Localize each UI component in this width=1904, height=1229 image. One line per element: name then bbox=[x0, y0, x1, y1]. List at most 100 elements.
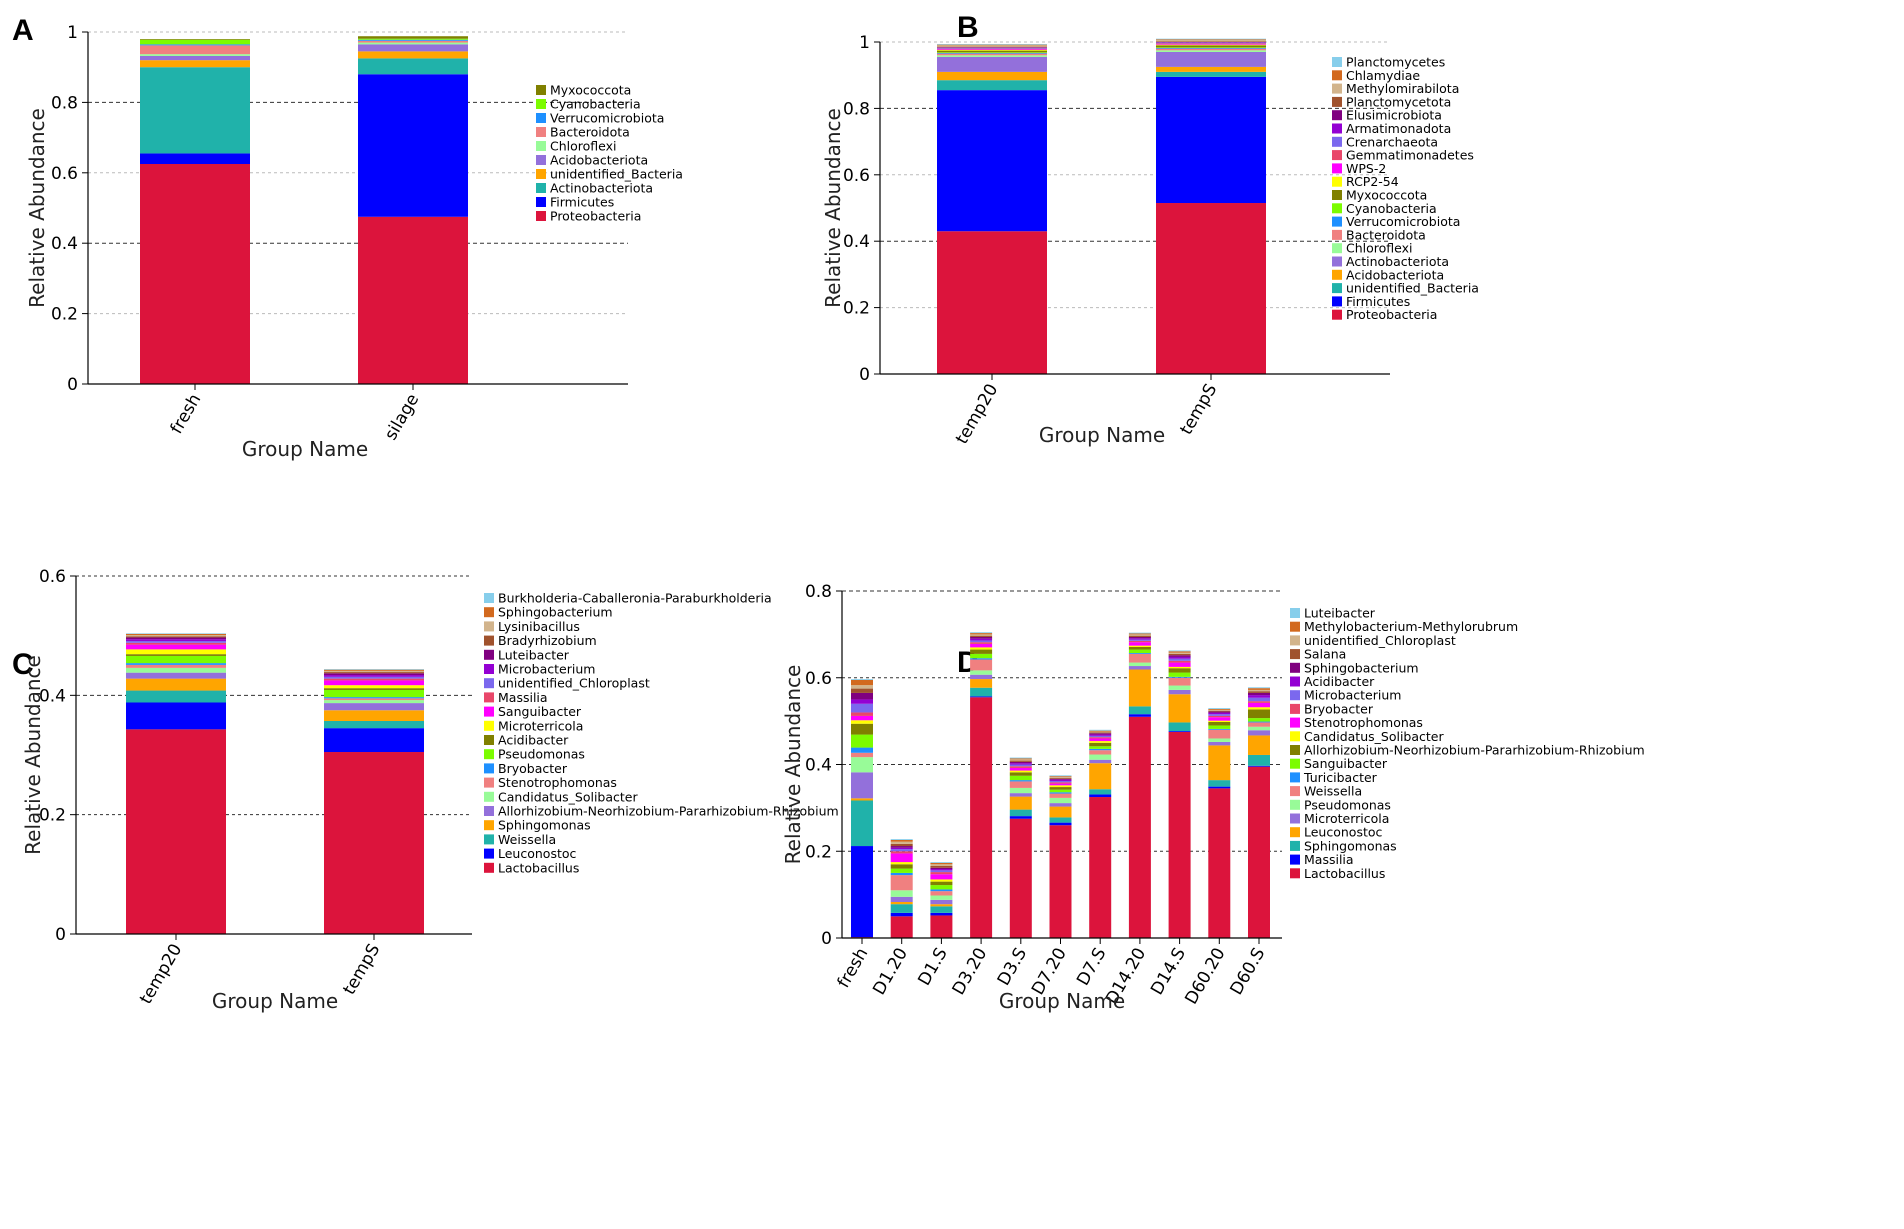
panel-b-ytick-label: 0.4 bbox=[843, 232, 870, 252]
panel-c-legend-label: Allorhizobium-Neorhizobium-Pararhizobium… bbox=[498, 804, 839, 819]
panel-d-bar-segment bbox=[890, 841, 913, 844]
panel-d-bar-segment bbox=[1168, 677, 1191, 686]
panel-c-legend-label: Candidatus_Solibacter bbox=[498, 789, 638, 804]
panel-c-legend-swatch bbox=[484, 848, 494, 859]
panel-d-bar-segment bbox=[1248, 701, 1270, 703]
panel-b-bar-segment bbox=[1156, 43, 1266, 45]
panel-c-bar-segment bbox=[324, 752, 424, 934]
panel-d-bar-segment bbox=[1248, 695, 1270, 698]
panel-d-bar-segment bbox=[1049, 806, 1072, 818]
panel-d-bar-segment bbox=[1248, 688, 1270, 690]
panel-d-legend-label: Sphingomonas bbox=[1304, 838, 1397, 853]
panel-c-legend-swatch bbox=[484, 735, 494, 745]
panel-d-bar-segment bbox=[851, 685, 873, 689]
panel-d-bar-segment bbox=[1089, 733, 1112, 735]
panel-d-bar-segment bbox=[970, 674, 993, 680]
panel-d-ytick-label: 0.4 bbox=[805, 756, 832, 776]
panel-d-legend-label: Allorhizobium-Neorhizobium-Pararhizobium… bbox=[1304, 743, 1645, 758]
panel-b-bar-segment bbox=[1156, 38, 1266, 40]
panel-c-bar-segment bbox=[324, 698, 424, 701]
panel-c-legend-label: Sphingobacterium bbox=[498, 605, 613, 620]
panel-b-y-axis-title: Relative Abundance bbox=[821, 108, 845, 308]
panel-d-bar-segment bbox=[851, 800, 873, 847]
panel-d-y-axis-title: Relative Abundance bbox=[781, 665, 805, 865]
panel-d-legend-label: Pseudomonas bbox=[1304, 797, 1391, 812]
panel-c-bar-segment bbox=[126, 672, 226, 679]
panel-d-bar-segment bbox=[1089, 738, 1112, 742]
panel-b-bar-segment bbox=[1156, 76, 1266, 204]
panel-d-bar-segment bbox=[1168, 656, 1191, 659]
panel-d-bar-segment bbox=[1049, 780, 1072, 783]
panel-a-legend-label: unidentified_Bacteria bbox=[550, 167, 683, 182]
panel-d-bar-segment bbox=[1248, 726, 1270, 731]
panel-d-bar-segment bbox=[930, 904, 953, 907]
panel-d-bar-segment bbox=[1208, 788, 1231, 938]
panel-a-legend-swatch bbox=[536, 197, 546, 207]
panel-d-bar-segment bbox=[930, 862, 953, 863]
panel-b-legend-label: Firmicutes bbox=[1346, 294, 1410, 309]
panel-a-chart: 0 0.2 0.4 0.6 0.8 1 fresh silage Group Name Relat… bbox=[25, 23, 683, 461]
panel-b-ytick-label: 0.8 bbox=[843, 99, 870, 119]
panel-b-ytick-label: 0 bbox=[859, 365, 870, 385]
panel-d-bar-segment bbox=[1089, 729, 1112, 731]
panel-b-legend-label: Planctomycetota bbox=[1346, 94, 1451, 109]
panel-d-legend-label: Bryobacter bbox=[1304, 701, 1374, 716]
panel-d-bar-segment bbox=[930, 891, 953, 896]
panel-d-bar-segment bbox=[851, 688, 873, 693]
panel-d-bar-segment bbox=[970, 642, 993, 644]
panel-d-bar-segment bbox=[970, 679, 993, 688]
panel-d-bar-segment bbox=[1089, 748, 1112, 751]
panel-a-bar-segment bbox=[358, 40, 468, 43]
panel-d-bar-segment bbox=[1009, 796, 1032, 810]
panel-b-bar-segment bbox=[937, 44, 1047, 46]
panel-d-bar-segment bbox=[1208, 712, 1231, 715]
panel-c-legend-label: Sphingomonas bbox=[498, 818, 591, 833]
panel-d-bar-segment bbox=[1089, 759, 1112, 764]
panel-d-bar-segment bbox=[1049, 778, 1072, 780]
panel-a-legend-swatch bbox=[536, 141, 546, 151]
panel-c-ytick-label: 0.6 bbox=[39, 567, 66, 587]
panel-d-bar-segment bbox=[930, 862, 953, 865]
panel-d-category-label: D60.S bbox=[1227, 945, 1270, 999]
panel-c-bar-segment bbox=[324, 703, 424, 711]
panel-b-bar-segment bbox=[937, 50, 1047, 53]
panel-d-bar-segment bbox=[1248, 709, 1270, 719]
panel-b-legend-label: Methylomirabilota bbox=[1346, 81, 1459, 96]
panel-c-bar-segment bbox=[324, 672, 424, 674]
panel-d-bar-segment bbox=[1208, 728, 1231, 730]
panel-d-bar-segment bbox=[1168, 672, 1191, 677]
panel-a-category-label: silage bbox=[381, 391, 423, 444]
panel-c-bar-segment bbox=[324, 678, 424, 681]
panel-d-bar-segment bbox=[890, 904, 913, 913]
panel-d-legend-label: unidentified_Chloroplast bbox=[1304, 633, 1456, 648]
panel-d-bar-segment bbox=[1128, 642, 1151, 646]
panel-d-bar-segment bbox=[851, 757, 873, 773]
panel-d-bar-segment bbox=[1089, 794, 1112, 798]
panel-b-ytick-label: 0.6 bbox=[843, 166, 870, 186]
panel-d-bar-segment bbox=[1208, 745, 1231, 781]
panel-d-bar-segment bbox=[890, 849, 913, 852]
panel-d-x-axis-title: Group Name bbox=[999, 989, 1125, 1013]
panel-d-bar-segment bbox=[1009, 766, 1032, 768]
panel-d-bar-segment bbox=[970, 658, 993, 660]
panel-a-legend-swatch bbox=[536, 155, 546, 165]
panel-c-legend-swatch bbox=[484, 806, 494, 816]
panel-d-bar-segment bbox=[1128, 646, 1151, 650]
panel-a-category-label: fresh bbox=[167, 391, 206, 438]
panel-d-bar-segment bbox=[1049, 817, 1072, 823]
panel-d-legend-swatch bbox=[1290, 649, 1300, 660]
panel-d-bar-segment bbox=[1009, 759, 1032, 761]
panel-c-bar-segment bbox=[324, 680, 424, 686]
panel-d-bar-segment bbox=[970, 635, 993, 637]
panel-d-category-label: D3.20 bbox=[949, 945, 992, 999]
panel-d-bar-segment bbox=[970, 638, 993, 641]
panel-d-bar-segment bbox=[1248, 766, 1270, 938]
panel-a-bar-segment bbox=[140, 67, 250, 154]
panel-d-bar-segment bbox=[1248, 692, 1270, 696]
panel-c-legend-swatch bbox=[484, 635, 494, 646]
panel-d-bar-segment bbox=[890, 843, 913, 847]
panel-d-bar-segment bbox=[1009, 764, 1032, 767]
panel-a-bar-segment bbox=[358, 216, 468, 384]
panel-b-bar-segment bbox=[937, 56, 1047, 72]
panel-d-bar-segment bbox=[851, 679, 873, 686]
